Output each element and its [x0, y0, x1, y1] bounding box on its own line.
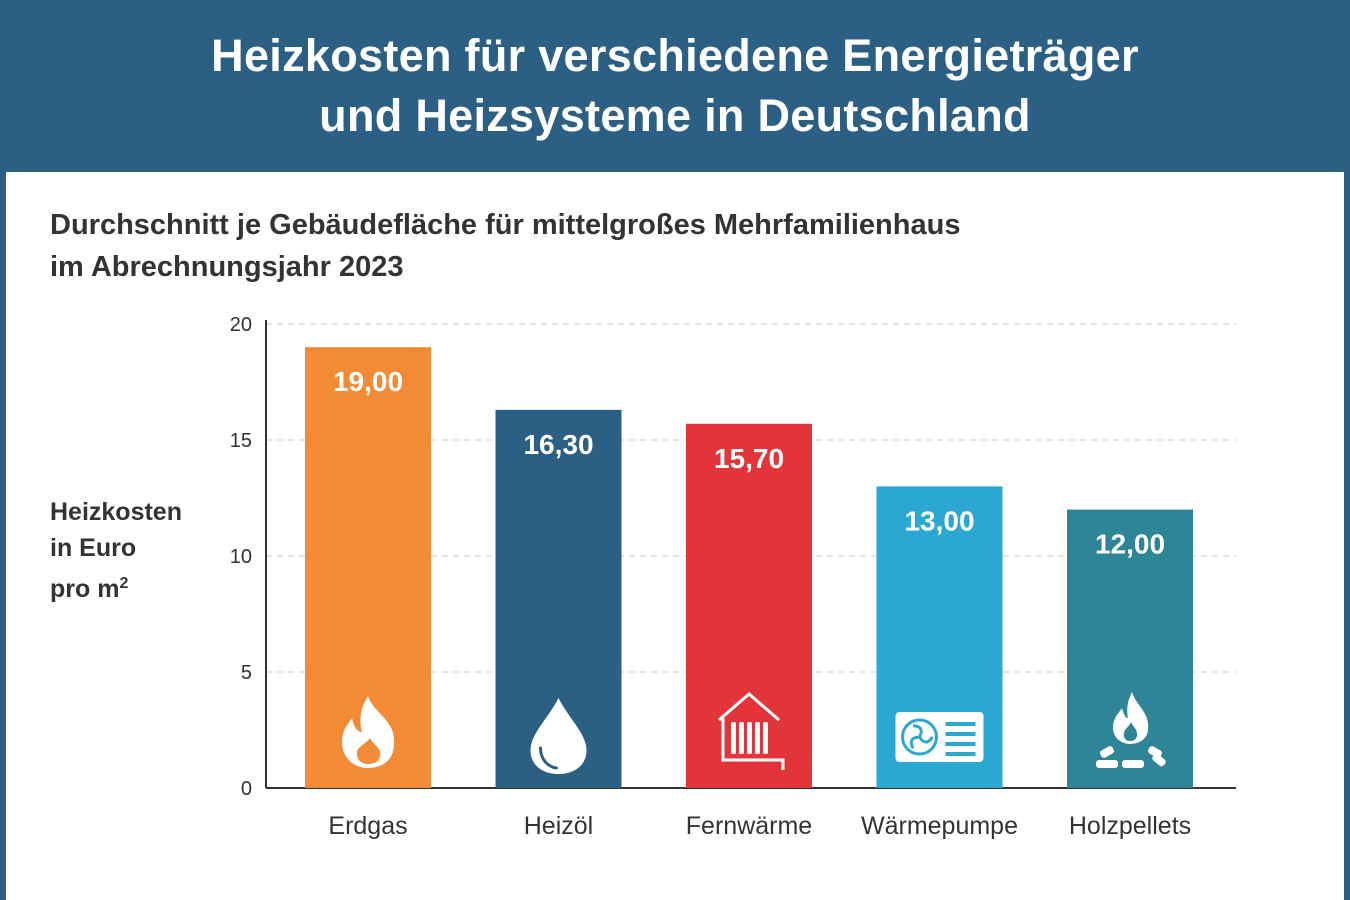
y-axis-label-line-2: in Euro	[50, 534, 137, 562]
page-title-line-1: Heizkosten für verschiedene Energieträge…	[211, 30, 1139, 81]
pellet-fire-icon	[1096, 692, 1166, 768]
y-tick-label: 10	[230, 546, 252, 568]
y-axis-label-line-1: Heizkosten	[50, 498, 182, 526]
data-label-heizoel: 16,30	[523, 429, 593, 460]
data-label-fernwaerme: 15,70	[714, 443, 784, 474]
x-tick-label-waermepumpe: Wärmepumpe	[861, 812, 1018, 840]
y-axis-unit-exponent: 2	[119, 575, 129, 592]
oil-drop-icon	[530, 698, 587, 774]
y-tick-label: 0	[241, 778, 252, 800]
y-axis-unit: pro m	[50, 575, 120, 603]
data-label-holzpellets: 12,00	[1095, 529, 1165, 560]
y-axis-label-line-3: pro m2	[50, 566, 182, 607]
flame-icon	[342, 696, 395, 768]
x-tick-label-fernwaerme: Fernwärme	[686, 812, 812, 840]
chart-panel: Durchschnitt je Gebäudefläche für mittel…	[6, 172, 1344, 900]
y-axis-label: Heizkosten in Euro pro m2	[50, 494, 182, 607]
chart-subtitle: Durchschnitt je Gebäudefläche für mittel…	[50, 204, 960, 288]
heat-pump-icon	[895, 712, 984, 762]
x-tick-label-erdgas: Erdgas	[328, 812, 407, 840]
header-banner: Heizkosten für verschiedene Energieträge…	[0, 0, 1350, 172]
x-tick-label-heizoel: Heizöl	[524, 812, 593, 840]
chart-subtitle-line-1: Durchschnitt je Gebäudefläche für mittel…	[50, 209, 961, 241]
page-title-line-2: und Heizsysteme in Deutschland	[319, 90, 1031, 141]
bar-chart: 0 5 10 15 20 19,00 Erdgas 16,30 Heizöl 15,70 Fernw…	[230, 314, 1236, 840]
data-label-waermepumpe: 13,00	[904, 505, 974, 536]
y-tick-label: 15	[230, 430, 252, 452]
y-tick-label: 20	[230, 314, 252, 336]
chart-subtitle-line-2: im Abrechnungsjahr 2023	[50, 251, 404, 283]
radiator-icon	[718, 692, 785, 770]
data-label-erdgas: 19,00	[333, 366, 403, 397]
y-tick-label: 5	[241, 662, 252, 684]
x-tick-label-holzpellets: Holzpellets	[1069, 812, 1191, 840]
